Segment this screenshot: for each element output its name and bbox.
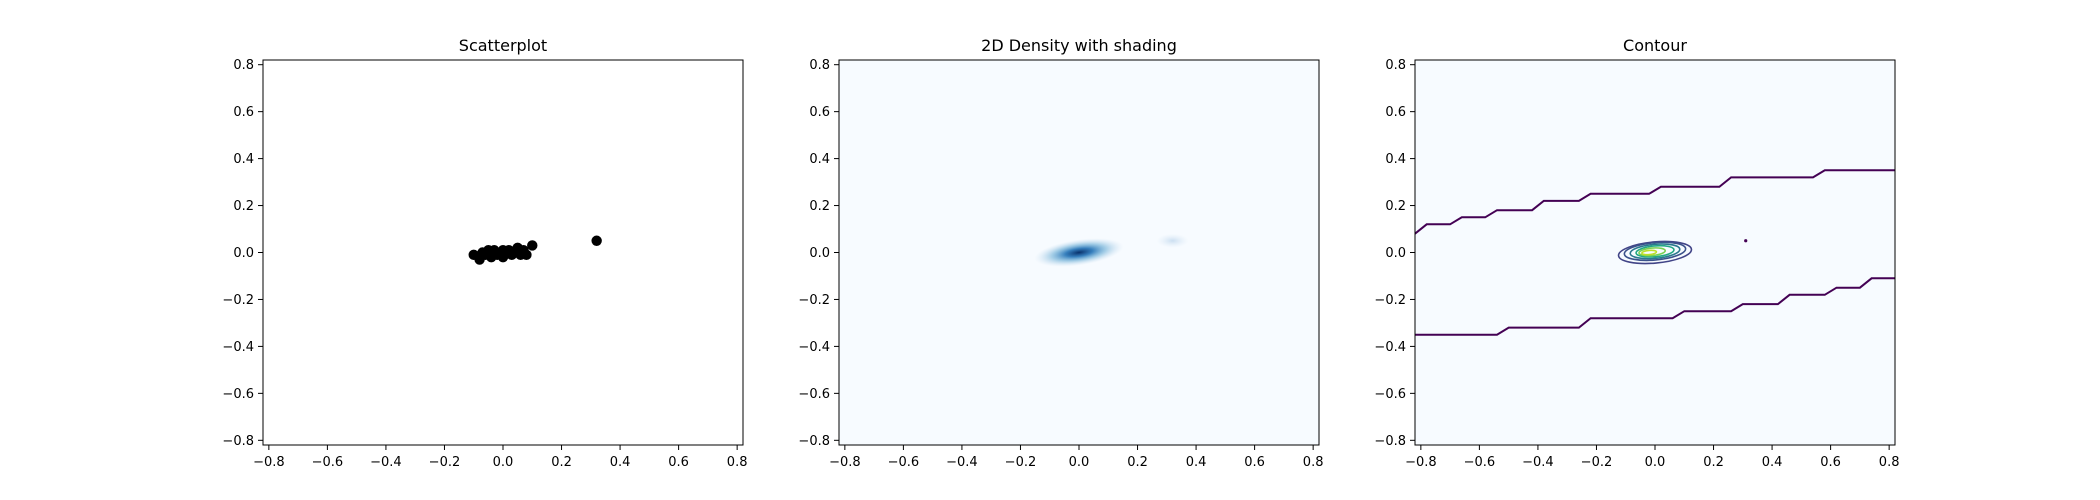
contour-level-2 (1623, 241, 1687, 262)
x-tick-label: 0.2 (1703, 455, 1724, 470)
panel-1: −0.8 −0.8 −0.6 −0.6 −0.4 −0.4 −0.2 −0.2 0.0 0.0 0.… (222, 36, 747, 470)
contour-outer-lower (1415, 277, 1895, 336)
y-tick-label: −0.6 (798, 387, 830, 402)
x-tick-label: 0.8 (727, 455, 748, 470)
plot-content (1415, 169, 1895, 336)
contour-level-5 (1638, 247, 1666, 257)
x-tick-label: 0.2 (551, 455, 572, 470)
y-tick-label: −0.8 (222, 434, 254, 449)
y-tick-label: 0.4 (1385, 152, 1406, 167)
x-tick-label: 0.2 (1127, 455, 1148, 470)
panel-2: −0.8 −0.8 −0.6 −0.6 −0.4 −0.4 −0.2 −0.2 0.0 0.0 0.… (798, 36, 1323, 470)
x-tick-label: 0.6 (668, 455, 689, 470)
y-tick-label: −0.2 (1374, 293, 1406, 308)
y-tick-label: 0.6 (1385, 105, 1406, 120)
density-peak-secondary (1156, 233, 1189, 248)
y-tick-label: −0.8 (798, 434, 830, 449)
y-tick-label: −0.2 (798, 293, 830, 308)
chart-title: 2D Density with shading (981, 36, 1177, 55)
x-tick-label: 0.4 (610, 455, 631, 470)
x-tick-label: −0.4 (1522, 455, 1554, 470)
y-tick-label: −0.4 (1374, 340, 1406, 355)
x-tick-label: −0.2 (1581, 455, 1613, 470)
scatter-point (527, 240, 538, 251)
y-tick-label: 0.4 (233, 152, 254, 167)
x-tick-label: 0.8 (1879, 455, 1900, 470)
x-tick-label: 0.6 (1244, 455, 1265, 470)
x-tick-label: −0.8 (253, 455, 285, 470)
x-tick-label: 0.0 (493, 455, 514, 470)
x-tick-label: −0.4 (946, 455, 978, 470)
contour-level-6 (1641, 249, 1658, 256)
y-tick-label: 0.2 (1385, 199, 1406, 214)
y-tick-label: 0.8 (809, 58, 830, 73)
contour-outer-upper (1415, 169, 1895, 235)
chart-title: Scatterplot (459, 36, 547, 55)
x-tick-label: −0.2 (1005, 455, 1037, 470)
y-tick-label: 0.2 (233, 199, 254, 214)
density-peak-main (1034, 238, 1124, 267)
x-tick-label: 0.0 (1069, 455, 1090, 470)
scatter-point (591, 235, 602, 246)
y-tick-label: 0.8 (1385, 58, 1406, 73)
y-tick-label: 0.2 (809, 199, 830, 214)
x-tick-label: −0.6 (888, 455, 920, 470)
x-tick-label: −0.6 (1464, 455, 1496, 470)
x-tick-label: −0.6 (312, 455, 344, 470)
x-tick-label: −0.4 (370, 455, 402, 470)
x-tick-label: −0.8 (829, 455, 861, 470)
x-tick-label: 0.4 (1186, 455, 1207, 470)
x-tick-label: −0.8 (1405, 455, 1437, 470)
y-tick-label: 0.6 (233, 105, 254, 120)
x-tick-label: 0.4 (1762, 455, 1783, 470)
y-tick-label: −0.6 (222, 387, 254, 402)
scatter-point (521, 249, 532, 261)
y-tick-label: 0.4 (809, 152, 830, 167)
plot-content (1034, 233, 1189, 267)
contour-secondary-peak (1744, 239, 1748, 243)
x-tick-label: 0.6 (1820, 455, 1841, 470)
y-tick-label: 0.8 (233, 58, 254, 73)
y-tick-label: 0.0 (809, 246, 830, 261)
contour-level-3 (1629, 243, 1681, 260)
y-tick-label: 0.0 (233, 246, 254, 261)
x-tick-label: 0.8 (1303, 455, 1324, 470)
plot-content (468, 235, 602, 265)
chart-title: Contour (1623, 36, 1687, 55)
y-tick-label: −0.8 (1374, 434, 1406, 449)
y-tick-label: −0.6 (1374, 387, 1406, 402)
x-tick-label: 0.0 (1645, 455, 1666, 470)
y-tick-label: 0.0 (1385, 246, 1406, 261)
panel-3: −0.8 −0.8 −0.6 −0.6 −0.4 −0.4 −0.2 −0.2 0.0 0.0 0.… (1374, 36, 1899, 470)
y-tick-label: −0.2 (222, 293, 254, 308)
y-tick-label: −0.4 (798, 340, 830, 355)
y-tick-label: −0.4 (222, 340, 254, 355)
y-tick-label: 0.6 (809, 105, 830, 120)
x-tick-label: −0.2 (429, 455, 461, 470)
contour-level-4 (1635, 244, 1675, 258)
